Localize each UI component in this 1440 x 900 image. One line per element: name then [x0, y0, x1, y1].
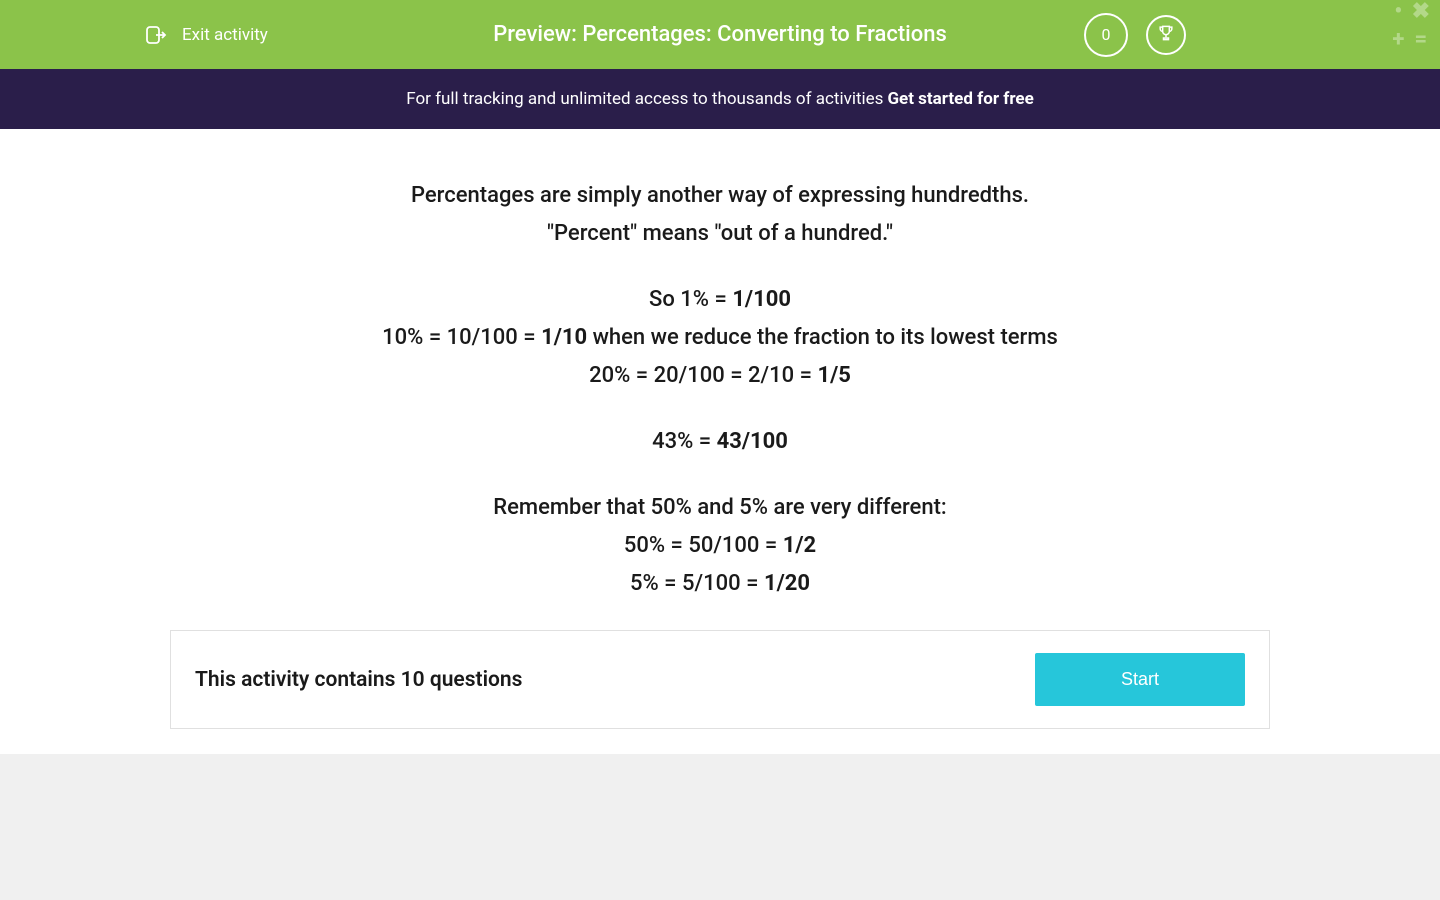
- content-line: 5% = 5/100 = 1/20: [20, 567, 1420, 600]
- score-value: 0: [1102, 25, 1111, 44]
- content-text-part: when we reduce the fraction to its lowes…: [587, 325, 1058, 350]
- exit-activity-label: Exit activity: [182, 25, 268, 45]
- content-line: 20% = 20/100 = 2/10 = 1/5: [20, 359, 1420, 392]
- trophy-button[interactable]: [1146, 15, 1186, 55]
- main-content: Percentages are simply another way of ex…: [0, 129, 1440, 754]
- content-text-part: 1/5: [817, 363, 850, 388]
- equals-icon: =: [1412, 28, 1430, 52]
- content-text-part: Percentages are simply another way of ex…: [411, 183, 1029, 208]
- exit-icon: [144, 23, 168, 47]
- content-line: "Percent" means "out of a hundred.": [20, 217, 1420, 250]
- decorative-math-symbols: • ✖ + =: [1389, 0, 1430, 52]
- content-line: 43% = 43/100: [20, 425, 1420, 458]
- header: Exit activity Preview: Percentages: Conv…: [0, 0, 1440, 69]
- content-text-part: 50% = 50/100 =: [624, 533, 783, 558]
- content-line: 50% = 50/100 = 1/2: [20, 529, 1420, 562]
- page-title: Preview: Percentages: Converting to Frac…: [493, 22, 947, 47]
- content-line: Remember that 50% and 5% are very differ…: [20, 491, 1420, 524]
- content-text-part: 5% = 5/100 =: [630, 571, 764, 596]
- header-right: 0: [1084, 13, 1186, 57]
- get-started-link[interactable]: Get started for free: [887, 89, 1033, 109]
- content-text-part: 43% =: [652, 429, 717, 454]
- content-text-part: 43/100: [717, 429, 788, 454]
- content-text-part: 1/20: [764, 571, 810, 596]
- dot-icon: •: [1389, 0, 1407, 24]
- content-text-part: 1/100: [732, 287, 791, 312]
- exit-activity-button[interactable]: Exit activity: [144, 23, 268, 47]
- content-line: Percentages are simply another way of ex…: [20, 179, 1420, 212]
- content-text-part: 20% = 20/100 = 2/10 =: [589, 363, 817, 388]
- content-text-part: 1/10: [541, 325, 587, 350]
- start-button[interactable]: Start: [1035, 653, 1245, 706]
- content-text-part: So 1% =: [649, 287, 732, 312]
- content-text-part: "Percent" means "out of a hundred.": [547, 221, 893, 246]
- content-spacer: [20, 397, 1420, 425]
- content-spacer: [20, 463, 1420, 491]
- content-line: 10% = 10/100 = 1/10 when we reduce the f…: [20, 321, 1420, 354]
- content-text-part: 10% = 10/100 =: [382, 325, 541, 350]
- content-text-part: Remember that 50% and 5% are very differ…: [493, 495, 946, 520]
- score-badge: 0: [1084, 13, 1128, 57]
- footer-space: [0, 754, 1440, 900]
- content-text-part: 1/2: [783, 533, 816, 558]
- plus-icon: +: [1389, 28, 1407, 52]
- multiply-icon: ✖: [1412, 0, 1430, 24]
- lesson-text: Percentages are simply another way of ex…: [20, 179, 1420, 600]
- promo-banner: For full tracking and unlimited access t…: [0, 69, 1440, 129]
- content-spacer: [20, 255, 1420, 283]
- question-count-label: This activity contains 10 questions: [195, 668, 522, 692]
- action-bar: This activity contains 10 questions Star…: [170, 630, 1270, 729]
- content-line: So 1% = 1/100: [20, 283, 1420, 316]
- trophy-icon: [1156, 23, 1176, 47]
- banner-text: For full tracking and unlimited access t…: [406, 89, 883, 109]
